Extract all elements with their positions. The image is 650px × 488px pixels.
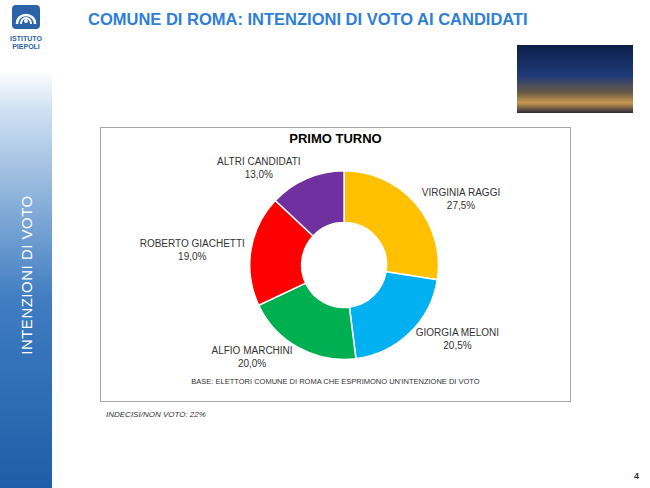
- html-text:INDECISI/NON VOTO: 22%: INDECISI/NON VOTO: 22%: [106, 410, 206, 419]
- html-text:PIEPOLI: PIEPOLI: [12, 43, 40, 50]
- html-text:COMUNE DI ROMA: INTENZIONI DI: COMUNE DI ROMA: INTENZIONI DI VOTO AI CA…: [88, 10, 528, 28]
- html-text:INTENZIONI DI VOTO: INTENZIONI DI VOTO: [17, 195, 35, 355]
- svg-text:PRIMO TURNO: PRIMO TURNO: [289, 131, 381, 146]
- svg-text:ALTRI CANDIDATI13,0%: ALTRI CANDIDATI13,0%: [217, 156, 301, 180]
- svg-text:VIRGINIA RAGGI27,5%: VIRGINIA RAGGI27,5%: [422, 187, 500, 211]
- html-text:BASE: ELETTORI COMUNE DI ROMA: BASE: ELETTORI COMUNE DI ROMA CHE ESPRIM…: [191, 377, 480, 386]
- html-text:4: 4: [634, 471, 639, 481]
- svg-text:ALFIO MARCHINI20,0%: ALFIO MARCHINI20,0%: [211, 345, 292, 369]
- svg-text:ROBERTO GIACHETTI19,0%: ROBERTO GIACHETTI19,0%: [140, 238, 245, 262]
- html-text:ISTITUTO: ISTITUTO: [10, 35, 42, 42]
- svg-text:GIORGIA MELONI20,5%: GIORGIA MELONI20,5%: [416, 327, 499, 351]
